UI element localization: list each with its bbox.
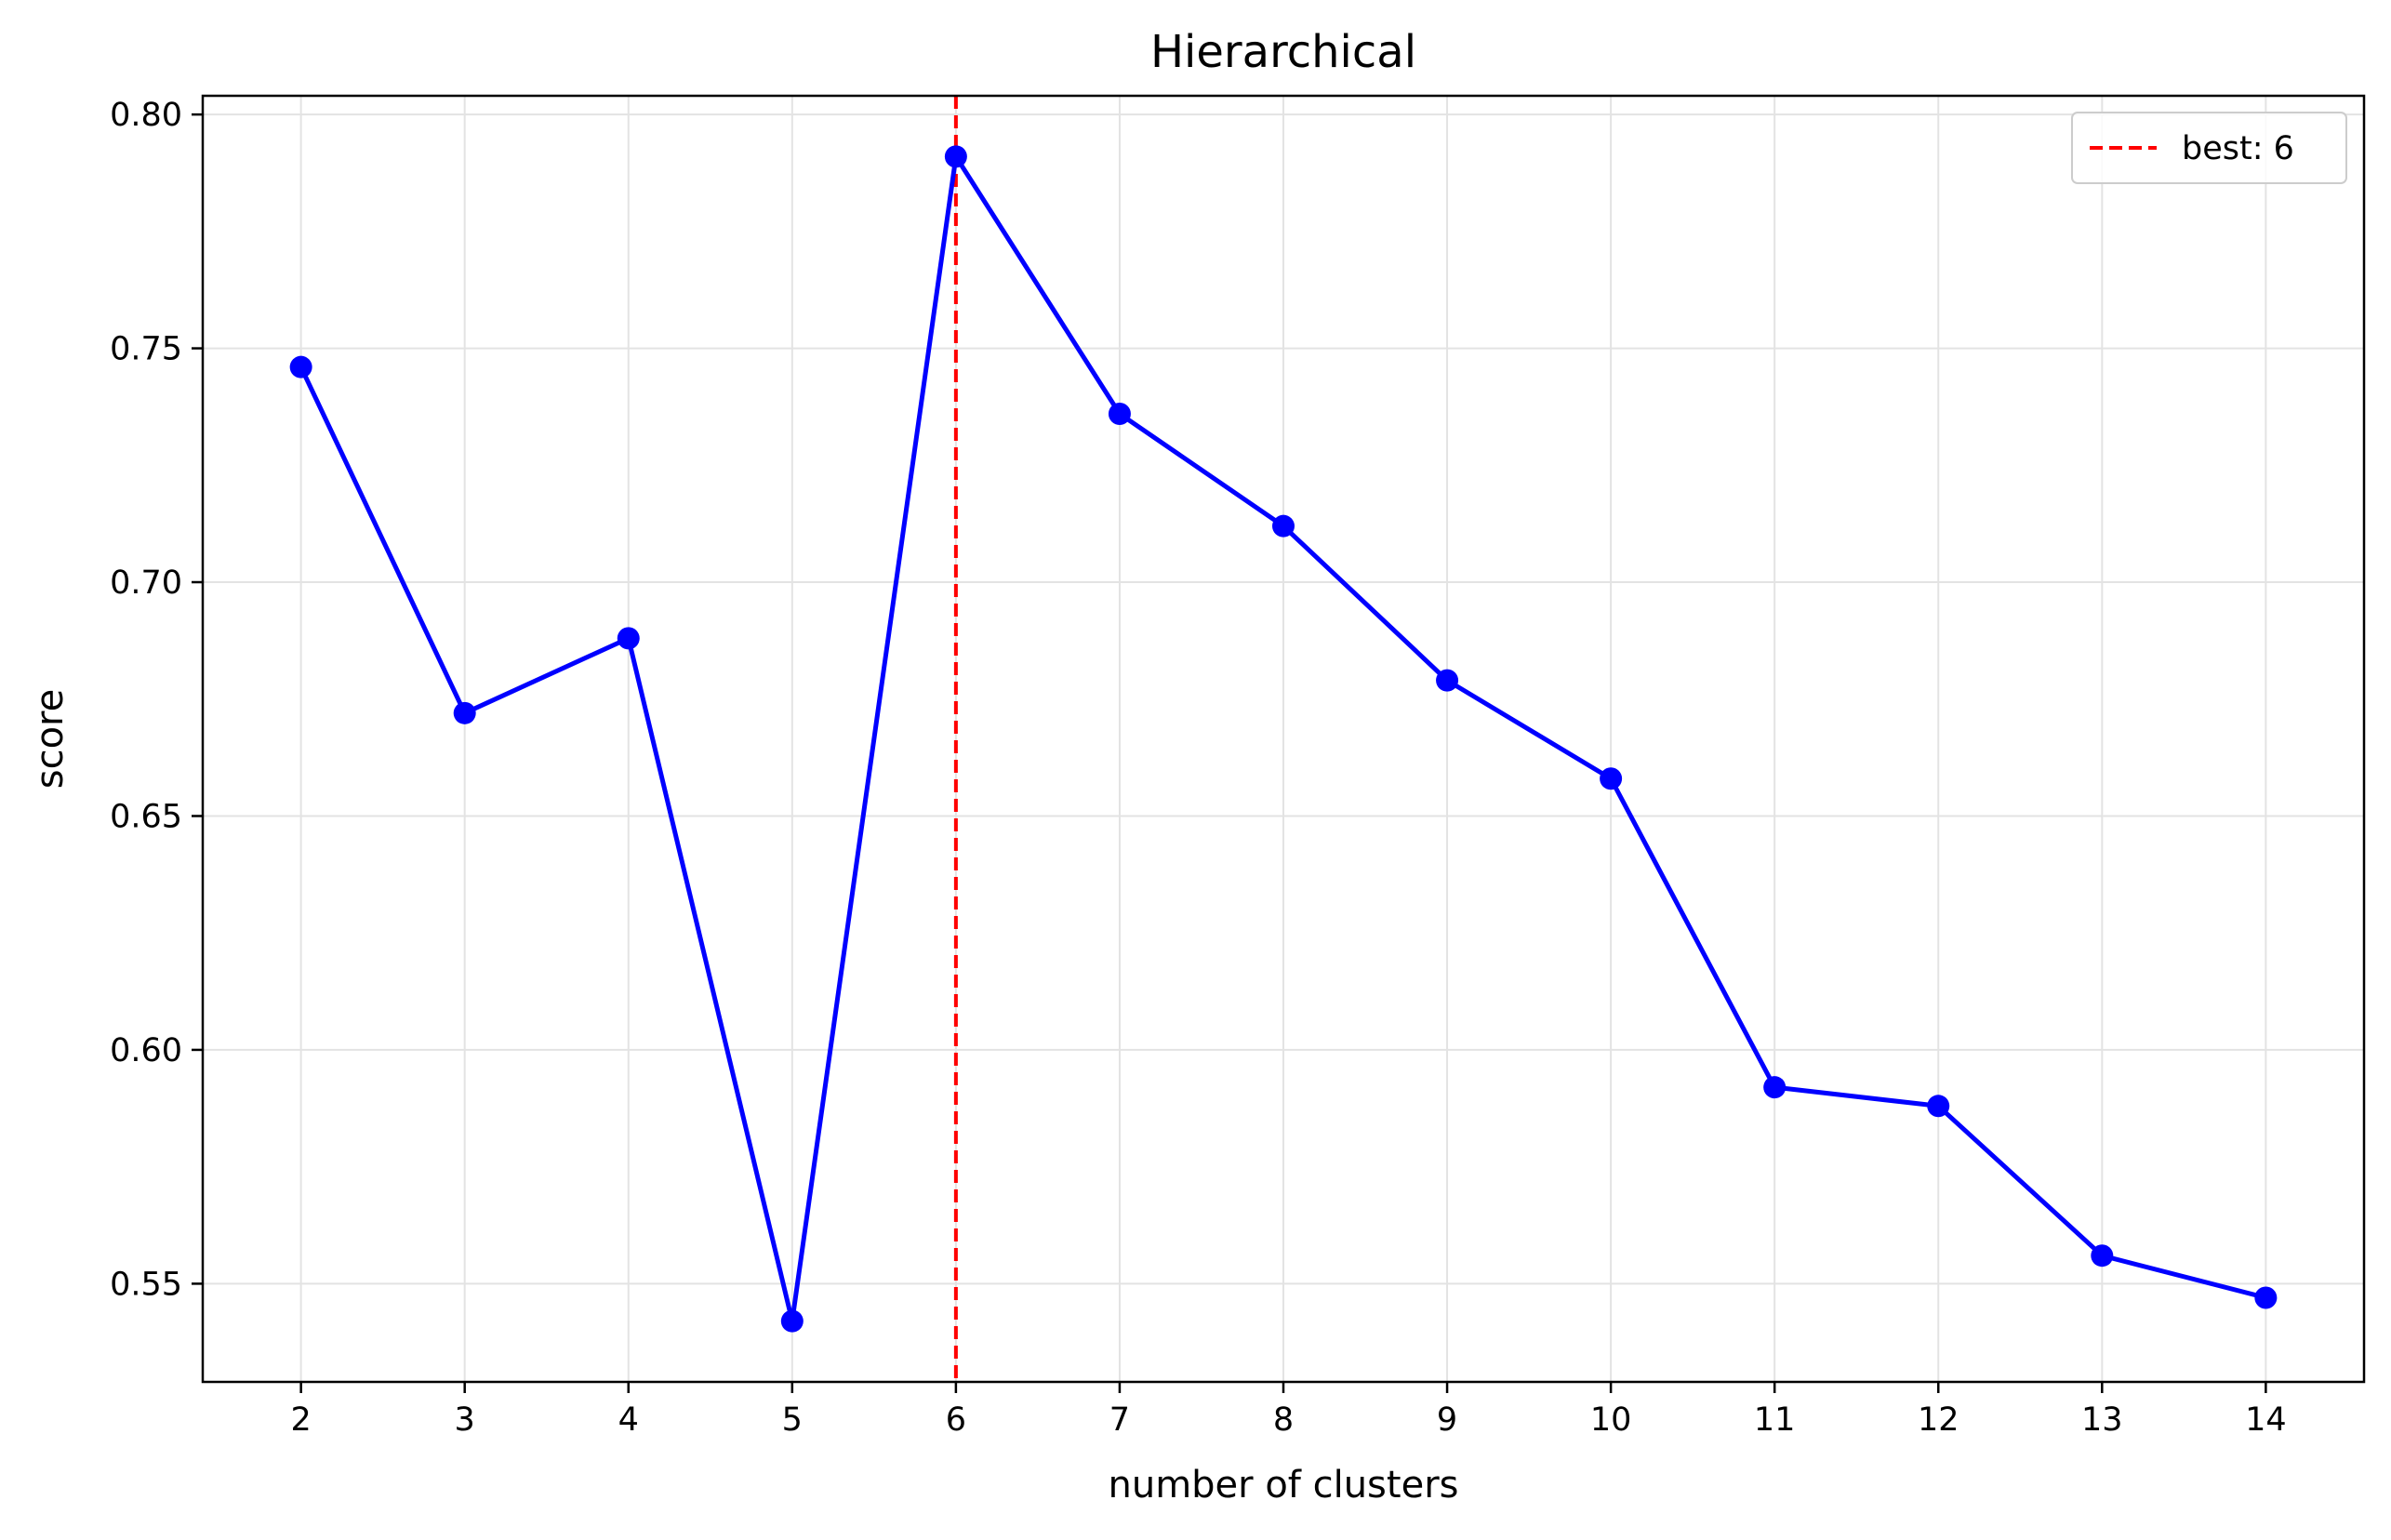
- x-tick-label-12: 12: [1918, 1401, 1959, 1439]
- legend-box: [2071, 112, 2347, 184]
- data-point-k10: [1600, 767, 1623, 790]
- y-axis-ticks: 0.55 0.60 0.65 0.70 0.75 0.80: [110, 97, 203, 1303]
- x-tick-label-14: 14: [2245, 1401, 2287, 1439]
- data-point-k5: [780, 1309, 804, 1333]
- data-point-k13: [2091, 1244, 2114, 1268]
- x-tick-label-2: 2: [290, 1401, 311, 1439]
- x-tick-label-10: 10: [1590, 1401, 1632, 1439]
- x-axis-ticks: 2 3 4 5 6 7 8 9 10 11 12 13 14: [290, 1382, 2287, 1439]
- x-tick-label-11: 11: [1754, 1401, 1796, 1439]
- data-point-k11: [1763, 1076, 1787, 1099]
- y-tick-label-0.55: 0.55: [110, 1266, 182, 1303]
- x-tick-label-4: 4: [618, 1401, 639, 1439]
- y-tick-label-0.65: 0.65: [110, 798, 182, 835]
- chart-title: Hierarchical: [1150, 26, 1416, 78]
- data-point-k2: [289, 355, 312, 378]
- data-point-k4: [617, 627, 640, 650]
- data-point-k9: [1436, 669, 1459, 692]
- x-tick-label-5: 5: [782, 1401, 803, 1439]
- data-point-k12: [1927, 1095, 1950, 1118]
- x-tick-label-7: 7: [1109, 1401, 1130, 1439]
- x-tick-label-13: 13: [2081, 1401, 2123, 1439]
- y-tick-label-0.80: 0.80: [110, 97, 182, 134]
- x-tick-label-8: 8: [1273, 1401, 1294, 1439]
- y-tick-label-0.75: 0.75: [110, 331, 182, 368]
- x-tick-label-6: 6: [946, 1401, 966, 1439]
- data-point-k7: [1108, 402, 1131, 425]
- grid-lines: [203, 96, 2364, 1382]
- x-axis-label: number of clusters: [1109, 1464, 1459, 1507]
- data-point-k6: [944, 145, 967, 168]
- data-point-k8: [1272, 514, 1295, 538]
- data-point-k14: [2254, 1286, 2278, 1309]
- legend-label-best: best: 6: [2182, 130, 2294, 167]
- x-tick-label-9: 9: [1437, 1401, 1457, 1439]
- data-point-k3: [453, 701, 476, 724]
- legend: best: 6: [2071, 112, 2347, 184]
- y-tick-label-0.70: 0.70: [110, 564, 182, 602]
- y-axis-label: score: [29, 689, 72, 789]
- series-layer: [289, 145, 2278, 1333]
- x-tick-label-3: 3: [455, 1401, 475, 1439]
- y-tick-label-0.60: 0.60: [110, 1032, 182, 1069]
